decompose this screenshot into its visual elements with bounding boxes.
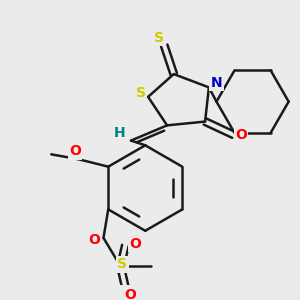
Text: O: O: [124, 288, 136, 300]
Text: O: O: [69, 145, 81, 158]
Text: O: O: [235, 128, 247, 142]
Text: N: N: [211, 76, 222, 90]
Text: S: S: [136, 86, 146, 100]
Text: S: S: [118, 257, 128, 272]
Text: H: H: [114, 126, 125, 140]
Text: O: O: [129, 237, 141, 250]
Text: S: S: [154, 31, 164, 45]
Text: O: O: [88, 233, 100, 247]
